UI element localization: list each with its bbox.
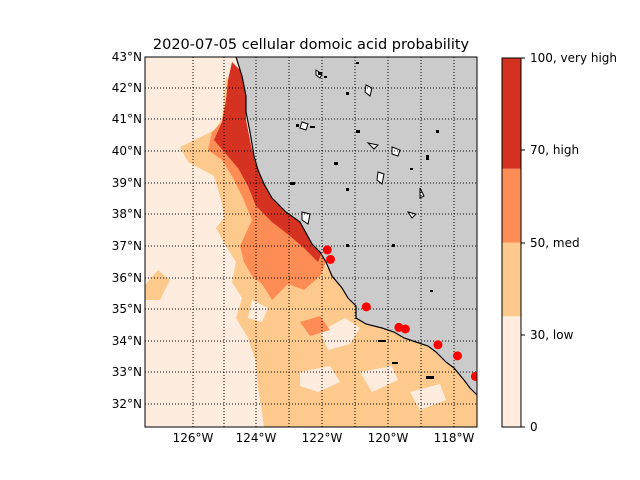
- lat-label: 37°N: [112, 239, 142, 253]
- gridlines: [145, 57, 477, 427]
- lat-label: 33°N: [112, 365, 142, 379]
- land-mass: [236, 57, 477, 395]
- colorbar-label: 50, med: [530, 236, 580, 250]
- colorbar-band: [502, 316, 521, 427]
- map-title: 2020-07-05 cellular domoic acid probabil…: [153, 37, 470, 53]
- colorbar: 100, very high 70, high 50, med 30, low …: [501, 51, 617, 434]
- sample-point-marker: [452, 351, 462, 361]
- map-panel: [145, 57, 477, 427]
- sample-point-marker: [433, 340, 443, 350]
- lat-label: 36°N: [112, 271, 142, 285]
- lon-label: 124°W: [236, 431, 277, 445]
- lon-label: 118°W: [434, 431, 475, 445]
- colorbar-label: 100, very high: [530, 51, 617, 65]
- map-border: [144, 56, 478, 428]
- probability-low-patch: [248, 300, 446, 410]
- lat-label: 38°N: [112, 207, 142, 221]
- lat-label: 40°N: [112, 144, 142, 158]
- sample-point-marker: [400, 324, 410, 334]
- sample-point-marker: [470, 371, 477, 381]
- longitude-labels: 126°W 124°W 122°W 120°W 118°W: [173, 431, 475, 445]
- sample-point-marker: [326, 254, 336, 264]
- colorbar-label: 30, low: [530, 328, 574, 342]
- colorbar-band: [502, 168, 521, 243]
- lat-label: 41°N: [112, 112, 142, 126]
- colorbar-band: [502, 242, 521, 317]
- lat-label: 35°N: [112, 302, 142, 316]
- latitude-labels: 43°N 42°N 41°N 40°N 39°N 38°N 37°N 36°N …: [112, 50, 142, 411]
- lon-label: 120°W: [368, 431, 409, 445]
- inland-lakes: [299, 69, 425, 225]
- lat-label: 42°N: [112, 81, 142, 95]
- colorbar-label: 70, high: [530, 143, 579, 157]
- colorbar-label: 0: [530, 420, 538, 434]
- coastline: [235, 57, 477, 396]
- sample-points: [322, 245, 477, 381]
- lon-label: 126°W: [173, 431, 214, 445]
- lat-label: 39°N: [112, 176, 142, 190]
- sample-point-marker: [322, 245, 332, 255]
- lat-label: 43°N: [112, 50, 142, 64]
- colorbar-band: [502, 58, 521, 169]
- lat-label: 34°N: [112, 334, 142, 348]
- colorbar-ticks: [521, 57, 525, 428]
- lon-label: 122°W: [302, 431, 343, 445]
- colorbar-bands: [502, 58, 521, 427]
- sample-point-marker: [361, 302, 371, 312]
- lat-label: 32°N: [112, 397, 142, 411]
